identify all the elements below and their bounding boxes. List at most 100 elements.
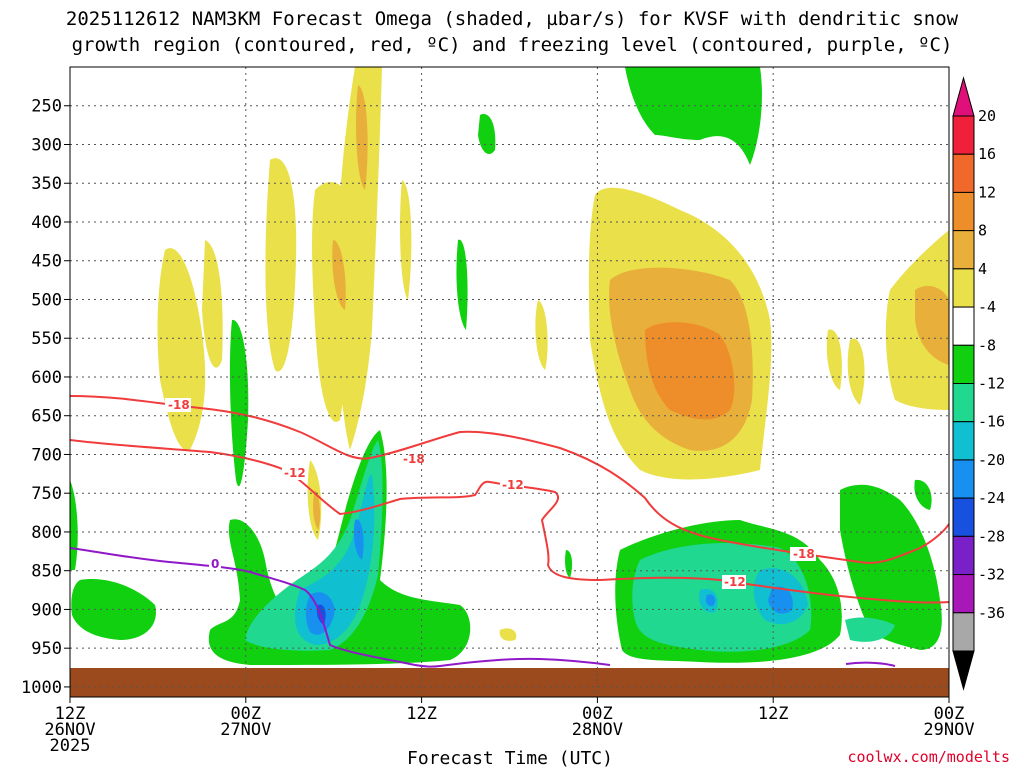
colorbar-label: -4: [978, 298, 996, 316]
contour-label-minus18: -18: [168, 398, 190, 412]
colorbar-swatch: [952, 268, 975, 308]
y-tick-label: 550: [31, 329, 62, 349]
shaded-omega-field: [70, 67, 949, 697]
x-tick-label: 12Z: [758, 704, 789, 724]
colorbar-label: 8: [978, 222, 987, 240]
grid-lines: [69, 67, 950, 697]
colorbar-swatch: [952, 115, 975, 155]
colorbar-label: -8: [978, 336, 996, 354]
omega-region-deep-orange: [645, 322, 735, 420]
omega-region-green: [625, 67, 762, 165]
omega-region-yellow: [202, 240, 223, 368]
omega-region-blue: [768, 586, 793, 614]
omega-region-orange: [332, 240, 346, 310]
y-tick-label: 850: [31, 562, 62, 582]
colorbar-top-arrow: [952, 76, 975, 117]
omega-region-blue: [705, 594, 716, 607]
y-tick-label: 1000: [21, 678, 62, 698]
colorbar-label: -20: [978, 451, 1005, 469]
colorbar-swatch: [952, 344, 975, 384]
contour-label-minus12: -12: [284, 466, 306, 480]
colorbar-swatch: [952, 612, 975, 652]
omega-region-green: [456, 239, 468, 330]
colorbar-label: 4: [978, 260, 987, 278]
omega-region-yellow: [312, 182, 353, 422]
colorbar-label: -24: [978, 489, 1005, 507]
freezing-level-line: [845, 661, 896, 667]
credit-text: coolwx.com/modelts: [847, 748, 1010, 766]
colorbar-label: -16: [978, 413, 1005, 431]
colorbar-swatch: [952, 535, 975, 576]
omega-region-yellow: [337, 67, 382, 450]
colorbar-swatch: [952, 574, 975, 614]
y-tick-label: 800: [31, 523, 62, 543]
x-tick-label: 00Z: [230, 704, 261, 724]
x-axis-title: Forecast Time (UTC): [407, 748, 613, 768]
colorbar-swatch: [952, 153, 975, 193]
colorbar-swatch: [952, 230, 975, 270]
omega-region-yellow: [400, 180, 412, 300]
y-tick-label: 700: [31, 445, 62, 465]
contour-label-minus12: -12: [502, 478, 524, 492]
omega-region-orange: [313, 490, 321, 530]
x-tick-label: 29NOV: [923, 720, 974, 740]
freezing-level-line: [70, 547, 611, 668]
x-tick-label: 12Z: [406, 704, 437, 724]
omega-region-green: [840, 484, 942, 650]
omega-region-blue: [353, 519, 364, 560]
x-tick-label: 12Z: [55, 704, 86, 724]
y-tick-label: 300: [31, 135, 62, 155]
y-tick-label: 450: [31, 252, 62, 272]
omega-region-orange: [356, 85, 368, 190]
colorbar-swatch: [952, 421, 975, 461]
colorbar-label: -28: [978, 527, 1005, 545]
colorbar-swatch: [952, 459, 975, 499]
colorbar-bottom-arrow: [952, 650, 975, 691]
colorbar-swatch: [952, 306, 975, 346]
x-tick-label: 27NOV: [220, 720, 271, 740]
contour-minus18-line: [70, 395, 949, 564]
x-tick-label: 28NOV: [572, 720, 623, 740]
omega-region-green: [914, 479, 932, 510]
colorbar-label: -36: [978, 604, 1005, 622]
colorbar-label: 12: [978, 183, 996, 201]
colorbar-swatch: [952, 383, 975, 423]
omega-region-yellow: [826, 329, 842, 390]
colorbar-swatch: [952, 497, 975, 537]
y-tick-label: 750: [31, 484, 62, 504]
y-tick-label: 600: [31, 368, 62, 388]
terrain-below-ground: [70, 668, 949, 697]
omega-region-yellow: [265, 158, 297, 372]
contour-label-minus18: -18: [793, 547, 815, 561]
colorbar-label: 16: [978, 145, 996, 163]
colorbar: 20 16 12 8 4 -4 -8 -12 -16 -20 -24 -28 -32 -36: [952, 76, 1005, 691]
y-tick-label: 950: [31, 639, 62, 659]
plot-frame: [69, 66, 950, 698]
omega-region-green: [229, 319, 249, 487]
omega-region-teal: [845, 617, 895, 642]
contour-label-minus18: -18: [403, 452, 425, 466]
x-tick-label: 26NOV: [44, 720, 95, 740]
colorbar-label: -12: [978, 375, 1005, 393]
y-tick-label: 650: [31, 407, 62, 427]
x-tick-label: 00Z: [582, 704, 613, 724]
omega-region-yellow: [847, 338, 865, 405]
x-tick-label: 00Z: [934, 704, 965, 724]
colorbar-swatch: [952, 191, 975, 232]
omega-region-green: [565, 550, 573, 578]
chart-title-line-2: growth region (contoured, red, ºC) and f…: [71, 34, 953, 56]
omega-region-yellow: [499, 628, 517, 641]
omega-region-yellow: [535, 300, 548, 370]
colorbar-label: -32: [978, 566, 1005, 584]
y-tick-label: 250: [31, 97, 62, 117]
y-tick-label: 900: [31, 600, 62, 620]
y-tick-label: 500: [31, 290, 62, 310]
x-tick-label: 2025: [50, 736, 91, 756]
contour-label-freezing: 0: [211, 557, 219, 571]
y-tick-label: 350: [31, 174, 62, 194]
contour-label-minus12: -12: [724, 575, 746, 589]
omega-region-orange: [915, 285, 949, 365]
chart-title-line-1: 2025112612 NAM3KM Forecast Omega (shaded…: [65, 8, 959, 30]
